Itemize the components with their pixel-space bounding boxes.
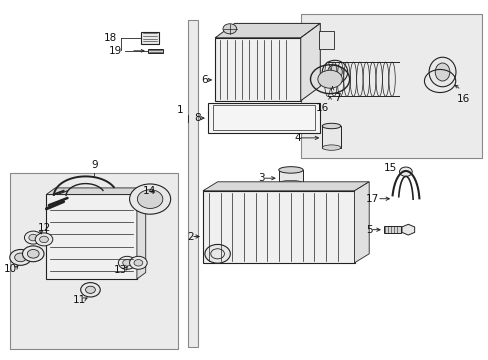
Polygon shape	[300, 23, 320, 101]
Circle shape	[134, 260, 142, 266]
Ellipse shape	[327, 65, 342, 79]
Polygon shape	[147, 49, 163, 53]
Text: 2: 2	[186, 231, 193, 242]
Circle shape	[223, 24, 236, 34]
Circle shape	[24, 231, 42, 244]
Text: 1: 1	[176, 105, 183, 115]
Bar	[188, 20, 198, 347]
Polygon shape	[203, 182, 368, 191]
Circle shape	[81, 283, 100, 297]
Text: 17: 17	[366, 194, 379, 204]
Ellipse shape	[428, 57, 455, 87]
Text: 4: 4	[293, 133, 300, 143]
Circle shape	[204, 244, 230, 263]
Bar	[207, 103, 320, 133]
Circle shape	[399, 167, 411, 176]
Bar	[322, 126, 340, 148]
Text: 16: 16	[315, 103, 329, 113]
Text: 5: 5	[365, 225, 372, 235]
Text: 9: 9	[91, 160, 98, 170]
Bar	[212, 105, 315, 130]
Bar	[10, 173, 178, 349]
Circle shape	[35, 233, 53, 246]
Bar	[319, 31, 333, 49]
Circle shape	[29, 234, 38, 241]
Text: 6: 6	[201, 75, 207, 85]
Polygon shape	[354, 182, 368, 263]
Polygon shape	[46, 188, 145, 194]
Bar	[46, 194, 137, 279]
Circle shape	[129, 184, 170, 214]
Text: 14: 14	[143, 186, 156, 196]
Ellipse shape	[434, 63, 449, 81]
Circle shape	[317, 70, 342, 88]
Bar	[215, 38, 300, 101]
Bar	[300, 14, 481, 158]
Text: 19: 19	[109, 46, 122, 56]
Polygon shape	[215, 23, 320, 38]
Circle shape	[15, 253, 26, 262]
Circle shape	[22, 246, 44, 262]
Circle shape	[40, 236, 48, 243]
Circle shape	[118, 256, 136, 269]
Text: 18: 18	[104, 33, 117, 43]
Text: 13: 13	[114, 265, 127, 275]
Text: 8: 8	[193, 113, 200, 123]
Ellipse shape	[322, 145, 340, 150]
Bar	[203, 191, 354, 263]
Text: 16: 16	[456, 94, 469, 104]
Text: 15: 15	[383, 163, 396, 173]
Circle shape	[27, 249, 39, 258]
Circle shape	[129, 256, 147, 269]
Circle shape	[10, 249, 31, 265]
Ellipse shape	[278, 167, 303, 173]
Ellipse shape	[322, 60, 347, 84]
Bar	[278, 170, 303, 184]
Circle shape	[137, 190, 163, 208]
Text: 11: 11	[72, 295, 85, 305]
Text: 10: 10	[4, 264, 17, 274]
Text: 7: 7	[333, 93, 340, 103]
Text: 12: 12	[38, 222, 51, 233]
Polygon shape	[141, 32, 159, 44]
Text: 3: 3	[258, 173, 264, 183]
Circle shape	[85, 286, 95, 293]
Polygon shape	[137, 188, 145, 279]
Ellipse shape	[322, 123, 340, 129]
Bar	[383, 226, 401, 233]
Circle shape	[122, 260, 131, 266]
